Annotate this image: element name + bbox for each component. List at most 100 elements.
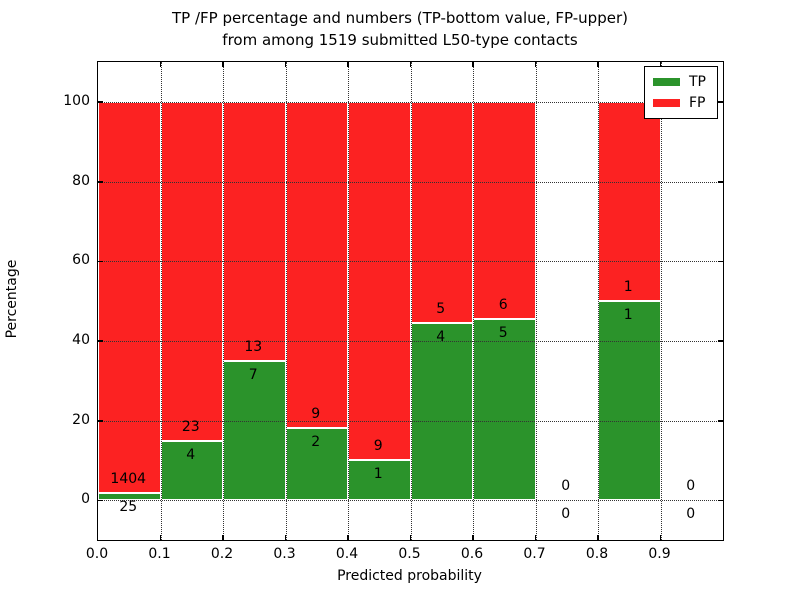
y-tick-label: 0 [81,491,90,508]
x-gridline [660,62,662,540]
x-tick-label: 0.7 [523,546,546,562]
tp-count-label: 1 [623,307,633,323]
bar-fp-segment [473,101,536,320]
fp-count-label: 9 [373,438,383,455]
y-tickmark-left [98,181,103,183]
x-tick-label: 0.4 [335,546,359,562]
legend-item-fp: FP [653,95,711,111]
bar-fp-segment [160,101,223,442]
tp-count-label: 0 [686,506,696,523]
x-gridline [535,62,537,540]
legend-item-tp: TP [653,74,711,90]
y-tick-label: 100 [63,92,90,109]
legend-label-tp: TP [689,74,706,90]
x-tickmark-top [472,62,474,67]
tp-count-label: 25 [119,499,138,516]
tp-count-label: 7 [248,366,258,383]
bar-tp-segment [348,460,411,501]
x-tickmark-bottom [347,535,349,540]
x-tickmark-bottom [222,535,224,540]
y-tickmark-right [718,420,723,422]
x-tick-label: 0.3 [273,546,296,562]
y-tick-label: 80 [72,172,90,189]
x-tickmark-bottom [284,535,287,540]
y-tickmark-right [718,340,723,342]
bar-fp-segment [348,101,411,461]
x-tickmark-top [159,62,162,67]
fp-count-label: 23 [181,419,200,436]
fp-count-label: 5 [436,301,446,318]
y-tickmark-right [718,260,723,263]
x-tickmark-top [534,62,537,67]
x-tickmark-bottom [534,535,537,540]
tp-color-swatch [653,78,680,86]
y-tick-label: 40 [72,331,90,348]
x-axis-label: Predicted probability [337,568,482,584]
fp-color-swatch [653,99,680,107]
tp-count-label: 1 [373,466,383,483]
fp-count-label: 1404 [110,471,147,488]
x-tickmark-top [222,62,224,67]
x-tickmark-top [597,62,599,67]
bar-tp-segment [473,319,536,501]
x-tickmark-bottom [597,535,599,540]
legend-label-fp: FP [689,95,706,111]
x-tickmark-top [409,62,412,67]
y-tickmark-left [98,101,103,103]
y-tickmark-left [98,260,103,263]
x-gridline [410,62,412,540]
bar-fp-segment [410,101,473,324]
x-tick-label: 0.9 [648,546,671,562]
bar-fp-segment [598,101,661,301]
fp-count-label: 0 [561,478,571,495]
x-tick-label: 0.6 [460,546,484,562]
bar-tp-segment [598,301,661,501]
chart-title-line2: from among 1519 submitted L50-type conta… [222,31,578,49]
bar-tp-segment [410,323,473,501]
fp-count-label: 13 [244,338,263,355]
y-tick-label: 60 [72,252,90,269]
legend: TP FP [644,66,718,119]
y-tickmark-left [98,499,103,502]
tp-count-label: 5 [498,325,508,342]
x-gridline [598,62,599,540]
bar-fp-segment [285,101,348,428]
y-tickmark-left [98,340,103,342]
y-tickmark-right [718,181,723,183]
y-tickmark-right [718,101,723,103]
x-tickmark-bottom [159,535,162,540]
x-tick-label: 0.0 [85,546,109,562]
x-tick-label: 0.1 [148,546,171,562]
x-tickmark-bottom [409,535,412,540]
y-tickmark-right [718,499,723,502]
fp-count-label: 9 [311,405,321,422]
x-tickmark-top [659,62,662,67]
x-tick-label: 0.8 [585,546,609,562]
fp-count-label: 0 [686,478,696,495]
fp-count-label: 1 [623,279,633,295]
fp-count-label: 6 [498,297,508,314]
x-gridline [473,62,474,540]
x-gridline [223,62,224,540]
x-gridline [160,62,162,540]
tp-count-label: 4 [436,329,446,346]
tp-count-label: 4 [186,447,196,464]
plot-area [97,61,724,541]
y-tick-label: 20 [72,411,90,428]
bar-tp-segment [98,493,161,501]
y-tickmark-left [98,420,103,422]
bar-fp-segment [98,101,161,494]
bar-fp-segment [223,101,286,361]
x-gridline [285,62,287,540]
x-tickmark-bottom [472,535,474,540]
chart-title-line1: TP /FP percentage and numbers (TP-bottom… [172,9,628,27]
bar-tp-segment [223,360,286,501]
x-tickmark-top [347,62,349,67]
x-gridline [348,62,349,540]
x-tick-label: 0.5 [398,546,421,562]
x-tickmark-top [284,62,287,67]
tp-count-label: 0 [561,506,571,523]
x-tick-label: 0.2 [210,546,234,562]
tp-count-label: 2 [311,433,321,450]
